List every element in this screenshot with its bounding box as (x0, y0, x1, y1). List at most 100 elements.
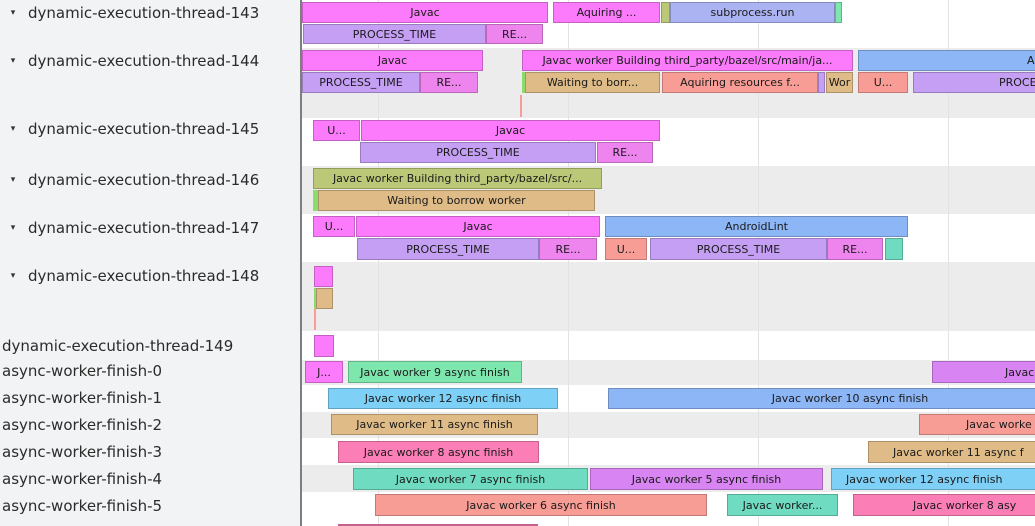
timeline-bar[interactable]: Waiting to borr... (525, 72, 660, 93)
timeline-bar[interactable]: RE... (597, 142, 653, 163)
timeline-bar[interactable]: Javac worker 11 async finish (331, 414, 538, 435)
timeline-bar[interactable] (885, 238, 903, 260)
bar-label: Waiting to borrow worker (387, 194, 526, 207)
timeline-bar[interactable] (314, 288, 316, 309)
timeline-bar[interactable]: U... (313, 120, 360, 141)
bar-label: Javac worker Building third_party/bazel/… (542, 54, 833, 67)
bar-label: Javac worker 8 async finish (363, 445, 514, 459)
timeline-bar[interactable]: PROCESS_TIME (302, 72, 420, 93)
bar-label: Javac worker 6 async finish (466, 498, 616, 512)
bar-label: U... (324, 220, 344, 233)
timeline-bar[interactable]: PROCESS_TIME (650, 238, 827, 260)
timeline-bar[interactable]: Aquiring ... (553, 2, 660, 23)
timeline-bar[interactable]: Javac (361, 120, 660, 141)
timeline-bar[interactable]: Javac (356, 216, 600, 237)
timeline-bar[interactable]: Wor (826, 72, 853, 93)
timeline-bar[interactable] (520, 95, 522, 117)
timeline-bar[interactable]: U... (605, 238, 647, 260)
timeline-bar[interactable]: Javac worker 9 async finish (348, 361, 522, 383)
sidebar-item-dynamic-execution-thread-146[interactable]: ▾ dynamic-execution-thread-146 (0, 169, 300, 191)
bar-label: Aquiring resources f... (680, 76, 800, 89)
sidebar-item-async-worker-finish-5[interactable]: async-worker-finish-5 (0, 495, 300, 517)
timeline-bar[interactable] (316, 288, 333, 309)
timeline-bar[interactable] (661, 2, 670, 23)
sidebar-item-dynamic-execution-thread-149[interactable]: dynamic-execution-thread-149 (0, 335, 300, 357)
sidebar-item-async-worker-finish-0[interactable]: async-worker-finish-0 (0, 360, 300, 382)
bar-label: Wor (828, 76, 851, 89)
timeline-bar[interactable]: AndroidLint (605, 216, 908, 237)
expander-icon[interactable]: ▾ (10, 175, 16, 185)
panel-divider[interactable] (300, 0, 302, 526)
timeline-bar[interactable]: PROCESS_TIME (303, 24, 486, 44)
timeline-bar[interactable]: PROCESS_TIME (913, 72, 1035, 93)
timeline-bar[interactable]: RE... (420, 72, 478, 93)
timeline-bar[interactable]: Aquiring resources f... (662, 72, 818, 93)
timeline-bar[interactable] (314, 335, 334, 357)
bar-label: J... (317, 365, 331, 379)
bar-label: PROCESS_TIME (319, 76, 403, 89)
sidebar-item-dynamic-execution-thread-143[interactable]: ▾ dynamic-execution-thread-143 (0, 2, 300, 24)
expander-icon[interactable]: ▾ (10, 56, 16, 66)
sidebar-item-async-worker-finish-1[interactable]: async-worker-finish-1 (0, 387, 300, 409)
timeline-bar[interactable]: Waiting to borrow worker (318, 190, 595, 211)
expander-icon[interactable]: ▾ (10, 223, 16, 233)
sidebar-item-async-worker-finish-3[interactable]: async-worker-finish-3 (0, 441, 300, 463)
timeline-bar[interactable]: Javac worker Building third_party/bazel/… (313, 168, 602, 189)
timeline-bar[interactable]: U... (313, 216, 355, 237)
timeline-bar[interactable]: Javac (302, 2, 548, 23)
timeline-bar[interactable]: An (858, 50, 1035, 71)
timeline-bar[interactable]: Javac worker 11 async f (868, 441, 1035, 463)
bar-label: Javac (410, 6, 440, 19)
bar-label: Javac worker 11 async f (893, 445, 1024, 459)
timeline-bar[interactable]: J... (305, 361, 343, 383)
timeline-bar[interactable] (314, 309, 316, 330)
timeline-bar[interactable]: Javac worke (919, 414, 1035, 435)
bar-label: Waiting to borr... (546, 76, 639, 89)
timeline-bar[interactable]: RE... (486, 24, 543, 44)
timeline-bar[interactable] (818, 72, 825, 93)
sidebar-item-async-worker-finish-2[interactable]: async-worker-finish-2 (0, 414, 300, 436)
timeline-bar[interactable]: PROCESS_TIME (360, 142, 596, 163)
timeline-bar[interactable] (522, 72, 525, 93)
bar-label: Javac worker 12 async finish (364, 392, 522, 405)
timeline-bar[interactable]: Javac worker 8 asy (853, 494, 1035, 516)
bar-label: Javac worker 7 async finish (395, 472, 546, 486)
timeline-canvas[interactable]: Javac Aquiring ... subprocess.run PROCESS_T… (302, 0, 1035, 526)
timeline-bar[interactable]: Javac w (932, 361, 1035, 383)
timeline-bar[interactable]: Javac worker... (727, 494, 838, 516)
sidebar-item-dynamic-execution-thread-148[interactable]: ▾ dynamic-execution-thread-148 (0, 265, 300, 287)
timeline-bar[interactable]: Javac worker Building third_party/bazel/… (522, 50, 853, 71)
timeline-bar[interactable]: PROCESS_TIME (357, 238, 539, 260)
bar-label: PROCESS_TIME (696, 242, 781, 256)
bar-label: PROCESS_TIME (406, 242, 490, 256)
timeline-bar[interactable] (314, 266, 333, 287)
timeline-bar[interactable]: Javac worker 7 async finish (353, 468, 588, 490)
track-name-label: async-worker-finish-5 (2, 497, 163, 515)
track-name-panel: ▾ dynamic-execution-thread-143 ▾ dynamic-ex… (0, 0, 300, 526)
timeline-bar[interactable]: Javac (302, 50, 483, 71)
sidebar-item-dynamic-execution-thread-145[interactable]: ▾ dynamic-execution-thread-145 (0, 118, 300, 140)
sidebar-item-dynamic-execution-thread-144[interactable]: ▾ dynamic-execution-thread-144 (0, 50, 300, 72)
timeline-bar[interactable]: Javac worker 5 async finish (590, 468, 823, 490)
timeline-bar[interactable]: RE... (827, 238, 883, 260)
timeline-bar[interactable]: Javac worker 8 async finish (338, 441, 539, 463)
bar-label: subprocess.run (710, 6, 795, 19)
timeline-bar[interactable]: subprocess.run (670, 2, 835, 23)
track-name-label: dynamic-execution-thread-144 (28, 52, 260, 70)
timeline-bar[interactable] (835, 2, 842, 23)
timeline-bar[interactable]: Javac worker 6 async finish (375, 494, 707, 516)
expander-icon[interactable]: ▾ (10, 271, 16, 281)
timeline-bar[interactable]: U... (858, 72, 908, 93)
expander-icon[interactable]: ▾ (10, 8, 16, 18)
track-row-dynamic-execution-thread-149 (302, 331, 1035, 360)
sidebar-item-dynamic-execution-thread-147[interactable]: ▾ dynamic-execution-thread-147 (0, 217, 300, 239)
timeline-bar[interactable]: Javac worker 12 async finish (831, 468, 1035, 490)
timeline-bar[interactable]: Javac worker 10 async finish (608, 388, 1035, 409)
sidebar-item-async-worker-finish-4[interactable]: async-worker-finish-4 (0, 468, 300, 490)
bar-label: RE... (436, 76, 462, 89)
expander-icon[interactable]: ▾ (10, 124, 16, 134)
timeline-bar[interactable]: RE... (539, 238, 597, 260)
track-name-label: dynamic-execution-thread-148 (28, 267, 260, 285)
timeline-bar[interactable]: Javac worker 12 async finish (328, 388, 558, 409)
timeline-bar[interactable] (313, 190, 318, 211)
